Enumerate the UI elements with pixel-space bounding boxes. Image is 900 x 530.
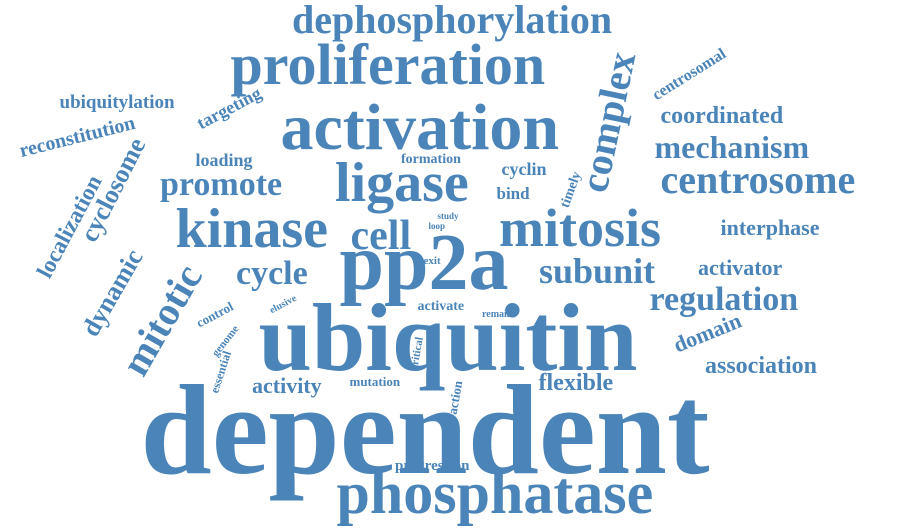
word-targeting: targeting (193, 82, 265, 134)
word-mutation: mutation (349, 373, 401, 389)
word-association: association (705, 353, 818, 379)
word-control: control (193, 298, 236, 330)
word-complex: complex (570, 47, 645, 197)
word-flexible: flexible (538, 370, 614, 396)
word-centrosome: centrosome (660, 157, 856, 202)
word-exit: exit (423, 254, 441, 267)
word-bind: bind (496, 183, 530, 203)
word-cycle: cycle (236, 255, 308, 292)
word-activity: activity (252, 373, 322, 398)
word-loop: loop (428, 220, 446, 231)
word-cell: cell (350, 213, 412, 259)
word-remain: remain (482, 309, 513, 320)
word-study: study (437, 210, 459, 221)
word-proliferation: proliferation (230, 32, 546, 97)
word-activator: activator (698, 255, 783, 280)
word-progression: progression (395, 457, 470, 474)
word-mitosis: mitosis (499, 198, 661, 258)
word-ligase: ligase (335, 152, 469, 214)
word-formation: formation (401, 152, 461, 167)
word-ubiquitin: ubiquitin (258, 284, 638, 391)
word-centrosomal: centrosomal (649, 45, 729, 104)
word-subunit: subunit (539, 251, 656, 291)
word-ubiquitylation: ubiquitylation (59, 91, 175, 113)
word-regulation: regulation (649, 281, 799, 318)
word-activation: activation (280, 91, 560, 164)
word-activate: activate (417, 299, 465, 314)
word-mechanism: mechanism (654, 129, 810, 165)
word-promote: promote (160, 166, 283, 203)
word-dephosphorylation: dephosphorylation (292, 0, 613, 42)
word-loading: loading (195, 150, 253, 170)
word-cyclin: cyclin (501, 159, 547, 179)
word-phosphatase: phosphatase (336, 460, 654, 526)
word-coordinated: coordinated (660, 103, 784, 129)
word-kinase: kinase (175, 198, 329, 260)
word-pp2a: pp2a (339, 219, 509, 307)
word-dependent: dependent (140, 359, 710, 501)
word-interphase: interphase (720, 215, 820, 240)
